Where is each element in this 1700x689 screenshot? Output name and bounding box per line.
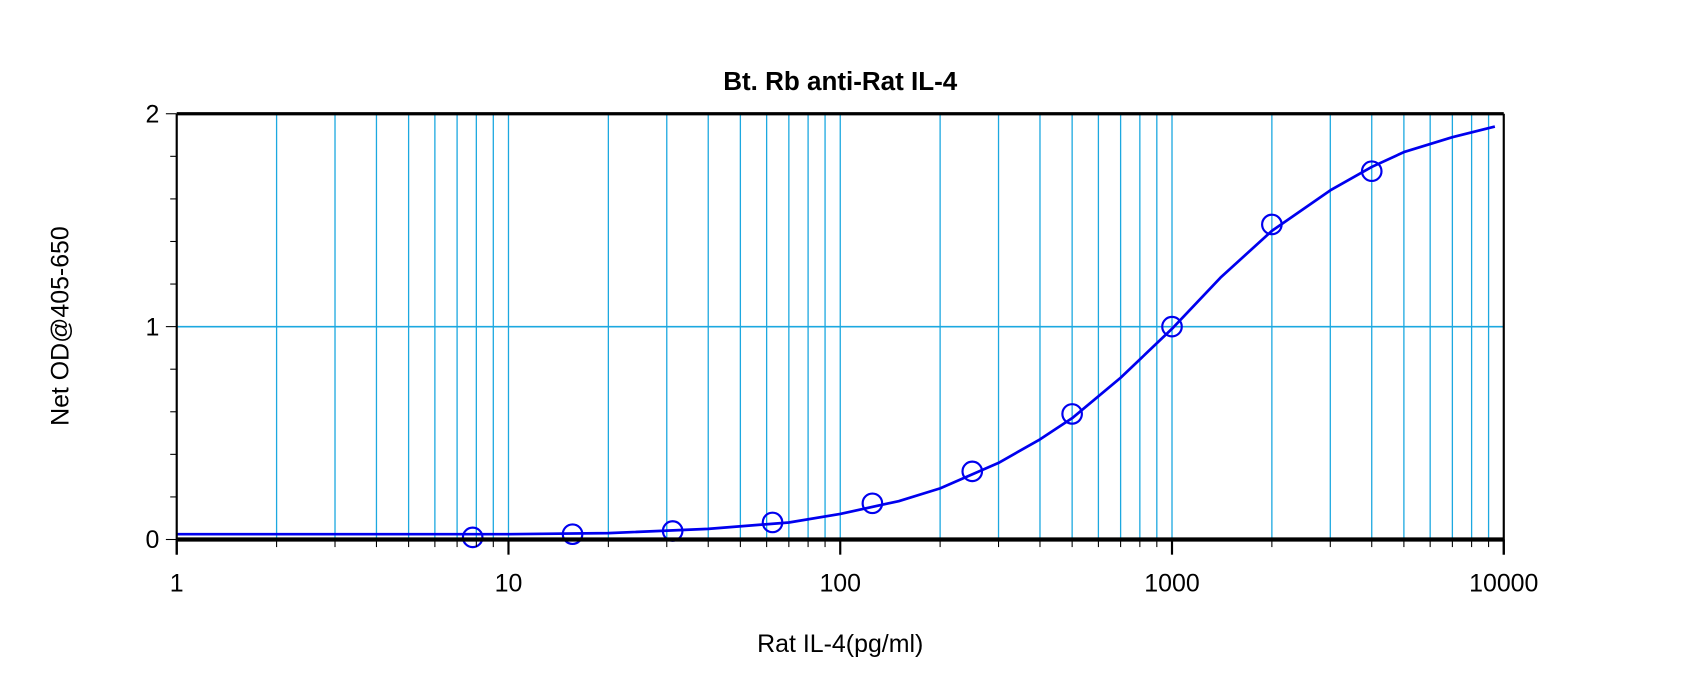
y-axis-label: Net OD@405-650 bbox=[46, 226, 74, 426]
grid-lines bbox=[176, 113, 1504, 540]
x-tick-label: 1000 bbox=[1144, 570, 1199, 598]
data-point bbox=[961, 460, 984, 483]
y-tick-label: 0 bbox=[146, 526, 160, 554]
data-point bbox=[761, 511, 784, 534]
x-tick-label: 10000 bbox=[1469, 570, 1538, 598]
fit-curve-layer bbox=[176, 125, 1496, 536]
x-tick-label: 10 bbox=[495, 570, 523, 598]
y-tick-label: 1 bbox=[146, 313, 160, 341]
data-point bbox=[1360, 160, 1383, 183]
x-tick-label: 1 bbox=[170, 570, 184, 598]
fit-curve bbox=[176, 125, 1496, 536]
x-tick-label: 100 bbox=[819, 570, 861, 598]
data-point bbox=[1261, 213, 1283, 236]
data-point bbox=[1161, 315, 1183, 338]
axes bbox=[165, 112, 1505, 555]
chart-title: Bt. Rb anti-Rat IL-4 bbox=[723, 66, 958, 96]
x-axis-label: Rat IL-4(pg/ml) bbox=[757, 630, 923, 658]
data-point bbox=[1061, 403, 1083, 425]
data-points-layer bbox=[461, 160, 1383, 549]
data-point bbox=[561, 523, 584, 546]
y-tick-label: 2 bbox=[146, 100, 160, 128]
data-point bbox=[861, 492, 884, 515]
